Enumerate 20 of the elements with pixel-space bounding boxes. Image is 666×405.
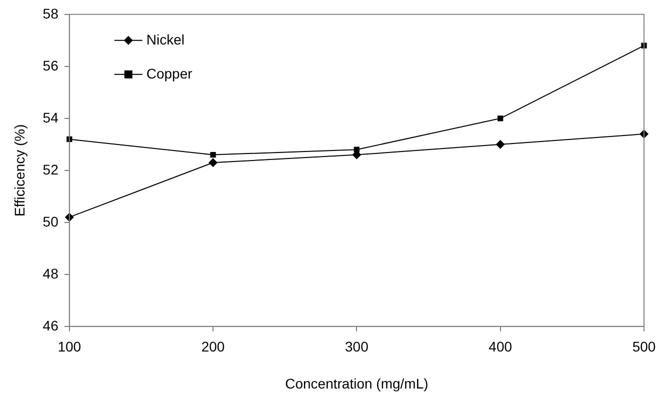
x-axis-title: Concentration (mg/mL) <box>285 375 428 392</box>
y-tick-label: 46 <box>42 317 59 334</box>
y-tick-label: 56 <box>42 57 59 74</box>
legend-label: Copper <box>146 65 193 82</box>
legend-label: Nickel <box>146 31 184 48</box>
x-tick-label: 300 <box>345 338 369 355</box>
y-tick-label: 58 <box>42 5 59 22</box>
point <box>210 152 216 158</box>
y-tick-label: 54 <box>42 109 59 126</box>
x-tick-label: 100 <box>58 338 82 355</box>
y-tick-label: 50 <box>42 213 59 230</box>
x-tick-label: 500 <box>632 338 656 355</box>
y-tick-label: 52 <box>42 161 59 178</box>
y-axis-title: Efficicency (%) <box>11 124 28 217</box>
point <box>498 116 504 122</box>
x-tick-label: 400 <box>488 338 512 355</box>
x-tick-label: 200 <box>201 338 225 355</box>
point <box>208 158 218 168</box>
point <box>496 140 505 149</box>
y-tick-label: 48 <box>42 265 59 282</box>
